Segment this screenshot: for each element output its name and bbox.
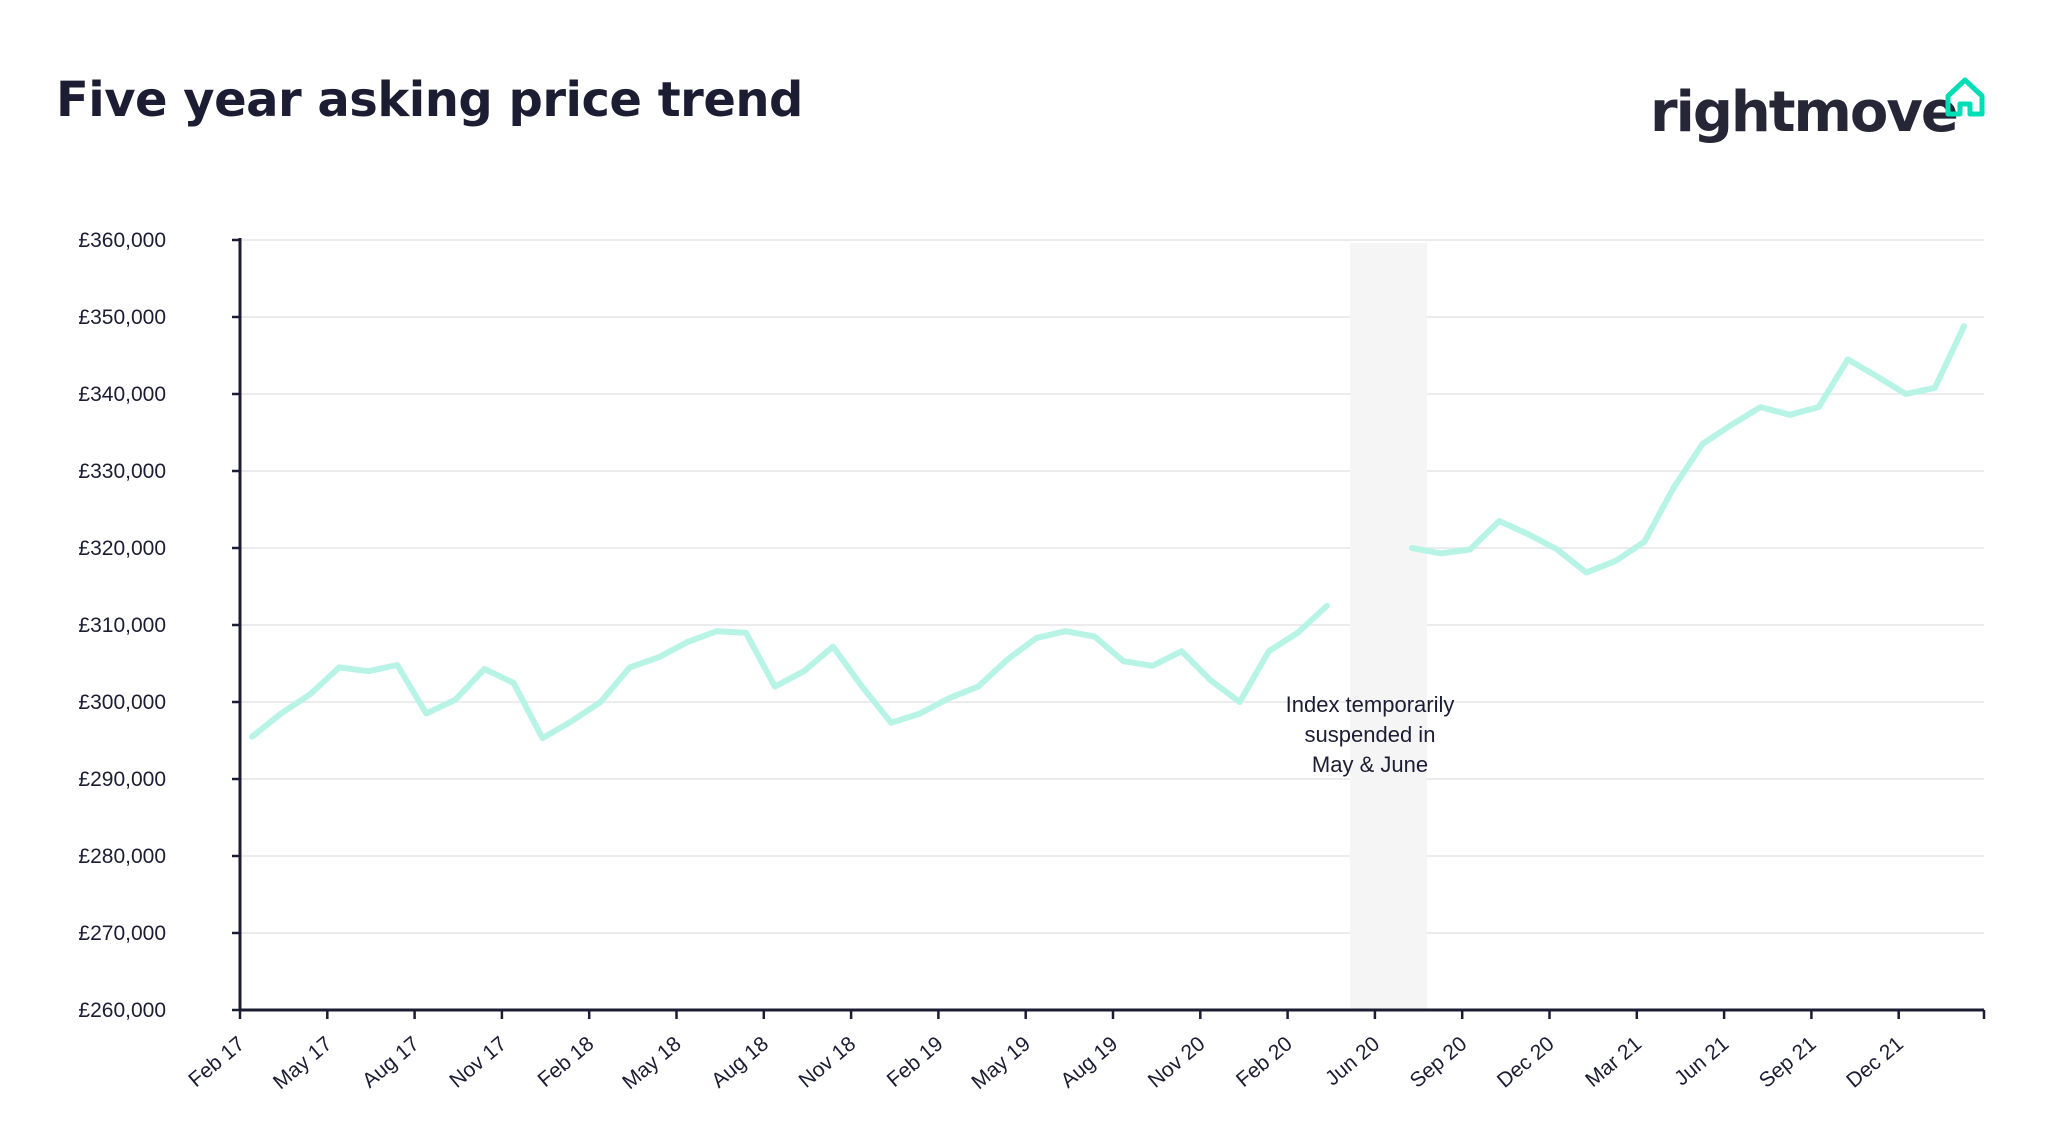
annotation-line: May & June [1312, 752, 1428, 777]
x-tick-label: Jun 21 [1670, 1032, 1733, 1090]
x-tick-label: Feb 17 [184, 1032, 249, 1092]
y-tick-label: £320,000 [78, 537, 166, 560]
series-line-segment [249, 602, 1330, 742]
x-tick-label: May 19 [967, 1032, 1035, 1094]
x-tick-label: Aug 18 [707, 1032, 773, 1092]
x-tick-label: Feb 19 [883, 1032, 948, 1092]
series-line-segment [1409, 323, 1967, 576]
y-tick-label: £280,000 [78, 845, 166, 868]
x-tick-label: Nov 18 [795, 1032, 861, 1092]
x-tick-label: May 18 [618, 1032, 686, 1094]
x-tick-label: Aug 19 [1056, 1032, 1122, 1092]
suspension-annotation: Index temporarily suspended in May & June [1286, 692, 1455, 777]
annotation-line: Index temporarily [1286, 692, 1455, 717]
rightmove-logo: rightmove [1650, 70, 1990, 150]
brand-wordmark: rightmove [1650, 80, 1959, 145]
x-tick-label: Mar 21 [1581, 1032, 1646, 1092]
x-tick-label: May 17 [269, 1032, 337, 1094]
y-tick-label: £290,000 [78, 768, 166, 791]
x-tick-label: Nov 17 [445, 1032, 511, 1092]
y-tick-label: £310,000 [78, 614, 166, 637]
x-tick-label: Feb 20 [1232, 1032, 1297, 1092]
x-tick-label: Sep 21 [1755, 1032, 1821, 1092]
axes [232, 238, 1986, 1019]
annotation-line: suspended in [1305, 722, 1436, 747]
y-tick-labels: £260,000 £270,000 £280,000 £290,000 £300,000… [78, 229, 166, 1022]
y-tick-label: £360,000 [78, 229, 166, 252]
x-tick-label: Feb 18 [534, 1032, 599, 1092]
x-tick-label: Jun 20 [1321, 1032, 1384, 1090]
y-tick-label: £330,000 [78, 460, 166, 483]
x-tick-labels: Feb 17 May 17 Aug 17 Nov 17 Feb 18 May 18 Aug … [184, 1032, 1908, 1094]
y-tick-label: £270,000 [78, 922, 166, 945]
x-tick-label: Sep 20 [1406, 1032, 1472, 1092]
series-lines [249, 323, 1967, 742]
suspension-band [1350, 243, 1427, 1010]
house-outline-icon [1945, 77, 1985, 117]
x-tick-label: Nov 20 [1144, 1032, 1210, 1092]
y-tick-label: £300,000 [78, 691, 166, 714]
x-tick-label: Aug 17 [358, 1032, 424, 1092]
grid-lines [240, 239, 1984, 934]
x-tick-label: Dec 21 [1842, 1032, 1908, 1092]
chart-title: Five year asking price trend [56, 72, 803, 128]
y-tick-label: £260,000 [78, 999, 166, 1022]
y-tick-label: £340,000 [78, 383, 166, 406]
x-tick-label: Dec 20 [1493, 1032, 1559, 1092]
y-tick-label: £350,000 [78, 306, 166, 329]
